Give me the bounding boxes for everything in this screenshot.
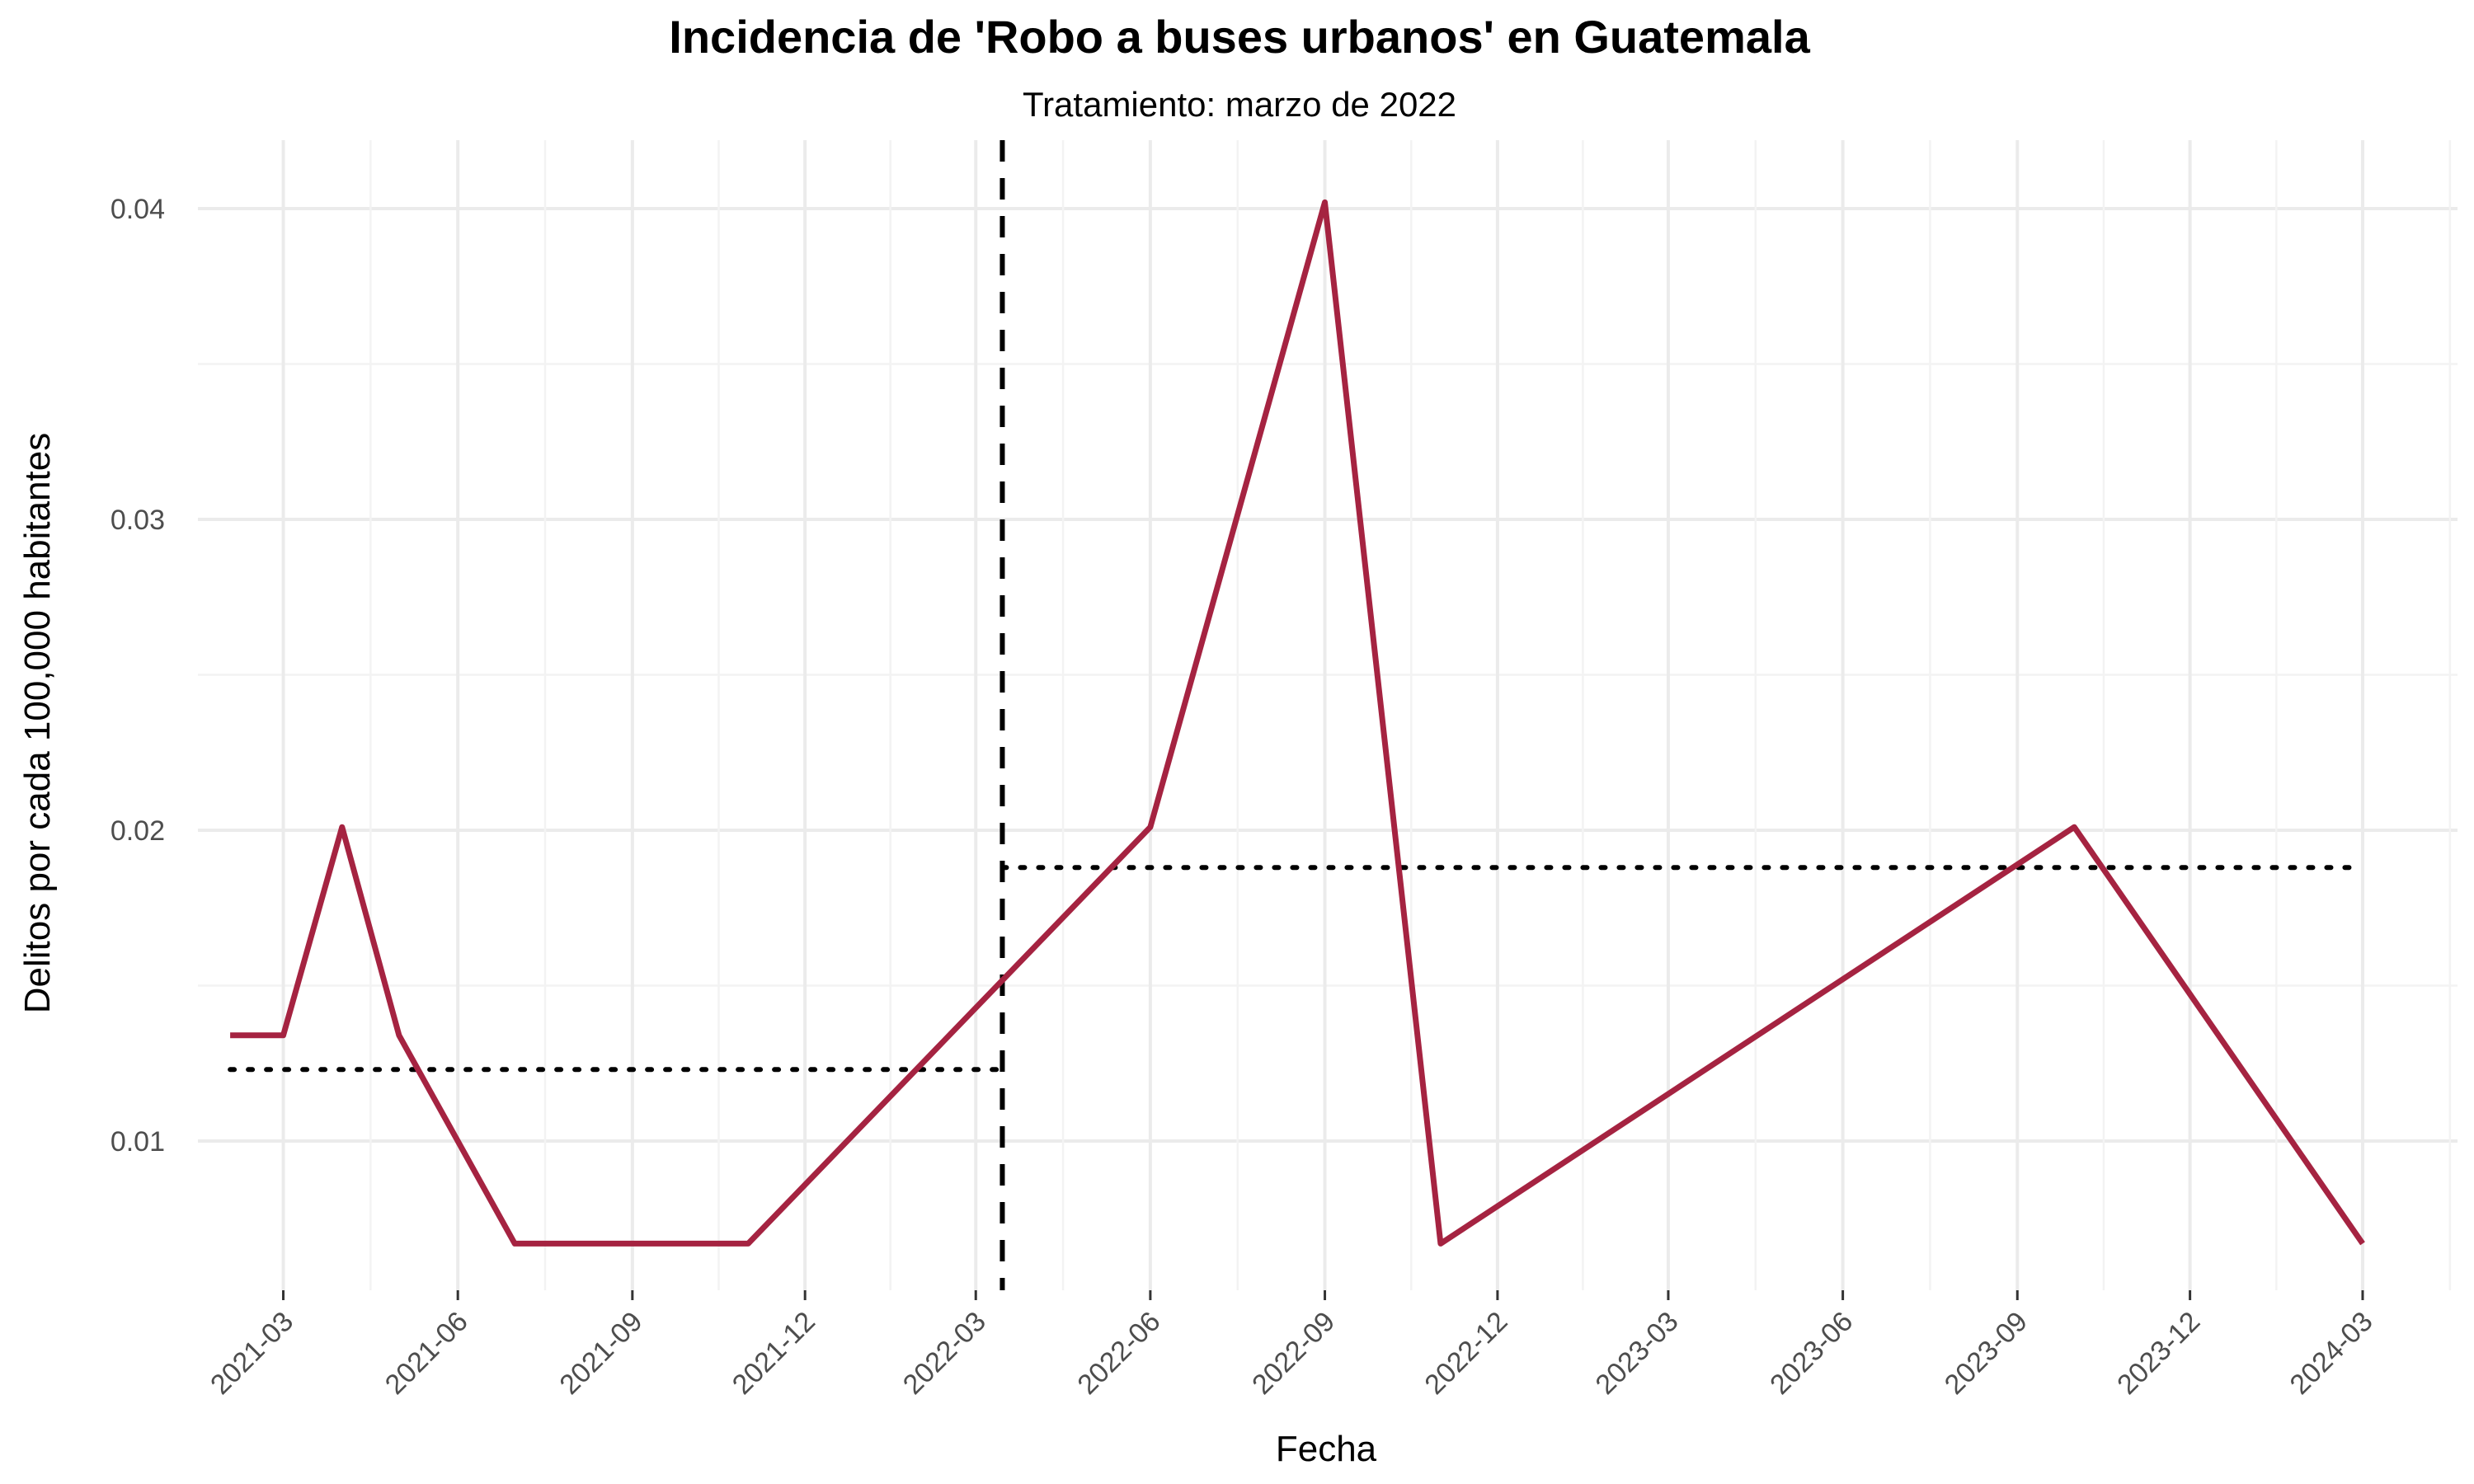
series-line (230, 199, 2365, 1247)
y-tick-label: 0.04 (111, 194, 165, 225)
chart-title: Incidencia de 'Robo a buses urbanos' en … (669, 11, 1810, 63)
reference-lines (228, 140, 2365, 1290)
y-axis-title: Delitos por cada 100,000 habitantes (17, 433, 58, 1014)
y-tick-label: 0.01 (111, 1126, 165, 1158)
y-tick-label: 0.03 (111, 505, 165, 536)
series-lines (230, 199, 2365, 1247)
y-tick-label: 0.02 (111, 815, 165, 847)
x-axis-title: Fecha (1276, 1429, 1377, 1469)
chart-subtitle: Tratamiento: marzo de 2022 (1023, 85, 1456, 124)
grid (198, 140, 2458, 1290)
y-axis-ticks: 0.01 0.02 0.03 0.04 (111, 194, 165, 1158)
